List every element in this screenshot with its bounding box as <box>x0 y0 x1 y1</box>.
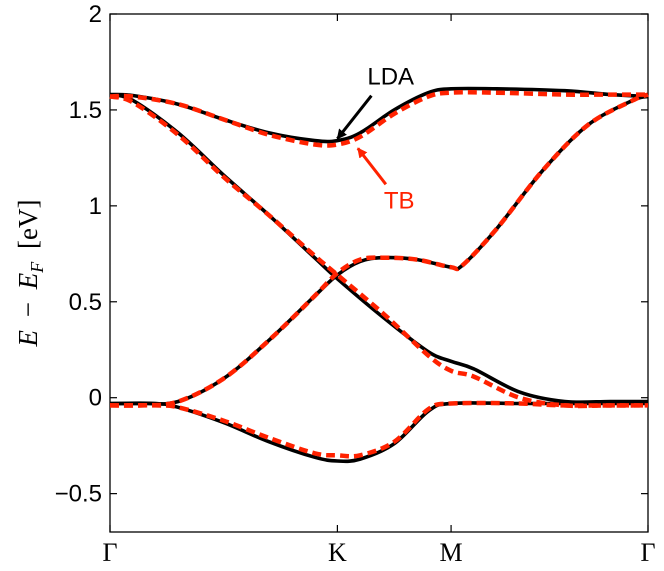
band-lines <box>109 86 649 464</box>
x-tick-label: Γ <box>102 538 117 567</box>
x-tick-label: Γ <box>640 538 655 567</box>
annotations: LDA TB <box>336 64 415 214</box>
lda-arrow <box>336 94 373 140</box>
lda-band-2 <box>109 92 648 405</box>
tb-band-1 <box>109 90 648 148</box>
tb-annotation-label: TB <box>384 187 415 214</box>
x-tick-label: K <box>328 538 347 567</box>
axis-ticks: −0.5 0 0.5 1 1.5 2 Γ K M Γ <box>55 1 656 567</box>
y-tick-label: 1.5 <box>69 97 102 124</box>
tb-band-3 <box>109 92 649 408</box>
plot-frame <box>109 13 649 533</box>
y-tick-label: 2 <box>89 1 102 28</box>
x-tick-label: M <box>440 538 463 567</box>
y-tick-label: 0.5 <box>69 289 102 316</box>
y-axis-label: E − EF [eV] <box>13 200 49 348</box>
lda-band-4 <box>109 401 648 464</box>
lda-annotation-label: LDA <box>367 64 414 91</box>
y-tick-label: −0.5 <box>55 481 102 508</box>
y-tick-label: 0 <box>89 385 102 412</box>
tb-band-4 <box>109 400 649 459</box>
lda-band-1 <box>109 86 649 144</box>
tb-arrow <box>356 147 388 186</box>
y-tick-label: 1 <box>89 193 102 220</box>
